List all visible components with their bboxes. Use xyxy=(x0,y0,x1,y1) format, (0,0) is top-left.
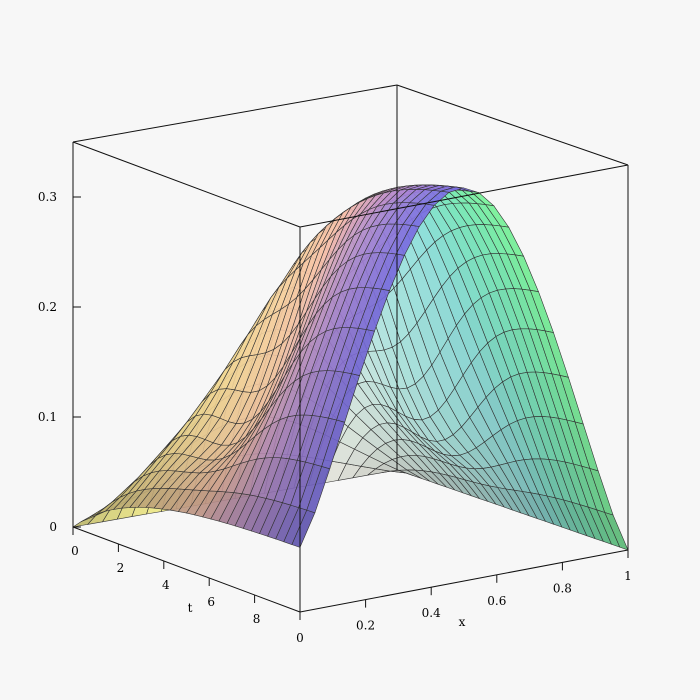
z-tick-label: 0.1 xyxy=(38,410,57,424)
t-tick-label: 8 xyxy=(253,612,261,626)
x-tick-label: 0.6 xyxy=(487,594,506,608)
x-tick-label: 0 xyxy=(296,631,304,645)
box-edge-front-right-bottom xyxy=(299,549,629,613)
box-edge-top-right xyxy=(396,84,629,166)
t-tick-label: 6 xyxy=(207,595,215,609)
t-axis-label: t xyxy=(188,601,193,615)
box-edge-top-front xyxy=(299,164,629,228)
z-tick-label: 0.3 xyxy=(38,190,57,204)
z-tick-label: 0 xyxy=(49,520,57,534)
x-tick-label: 0.4 xyxy=(422,606,441,620)
x-tick-label: 1 xyxy=(624,569,632,583)
box-edge-top-left xyxy=(72,141,301,228)
t-tick-label: 2 xyxy=(117,561,125,575)
surface-mesh xyxy=(72,184,629,551)
axis-ticks xyxy=(72,196,629,620)
box-edge-top-back xyxy=(72,84,398,143)
x-axis-label: x xyxy=(459,615,466,629)
t-tick-label: 0 xyxy=(71,544,79,558)
x-tick-label: 0.8 xyxy=(553,581,572,595)
x-tick-label: 0.2 xyxy=(356,619,375,633)
axis-labels: 0 0.1 0.2 0.3 0 2 4 6 8 0 0.2 0.4 0.6 0.8 1 t x xyxy=(38,190,632,645)
z-tick-label: 0.2 xyxy=(38,300,57,314)
box-edge-front-left-bottom xyxy=(72,526,301,613)
t-tick-label: 4 xyxy=(162,578,170,592)
bounding-box xyxy=(72,84,629,613)
